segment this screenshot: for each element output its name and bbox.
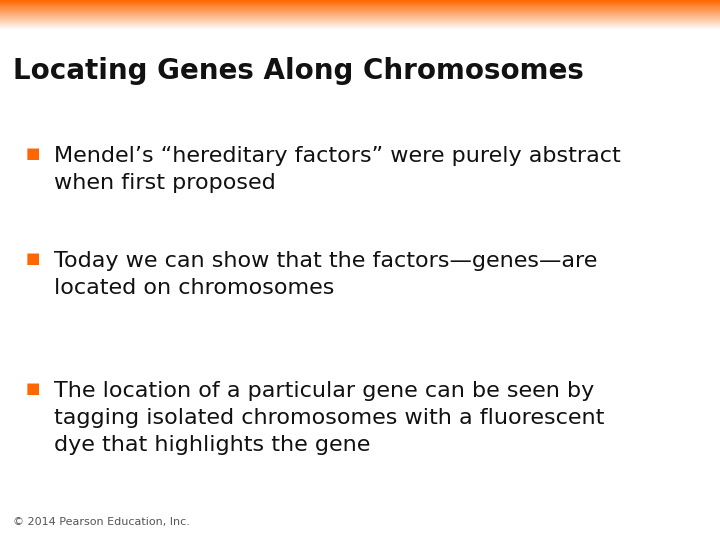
- Text: The location of a particular gene can be seen by
tagging isolated chromosomes wi: The location of a particular gene can be…: [54, 381, 604, 455]
- Text: Locating Genes Along Chromosomes: Locating Genes Along Chromosomes: [13, 57, 584, 85]
- Text: © 2014 Pearson Education, Inc.: © 2014 Pearson Education, Inc.: [13, 516, 190, 526]
- Text: Mendel’s “hereditary factors” were purely abstract
when first proposed: Mendel’s “hereditary factors” were purel…: [54, 146, 621, 193]
- Text: ■: ■: [25, 381, 40, 396]
- Text: ■: ■: [25, 251, 40, 266]
- Text: ■: ■: [25, 146, 40, 161]
- Text: Today we can show that the factors—genes—are
located on chromosomes: Today we can show that the factors—genes…: [54, 251, 598, 298]
